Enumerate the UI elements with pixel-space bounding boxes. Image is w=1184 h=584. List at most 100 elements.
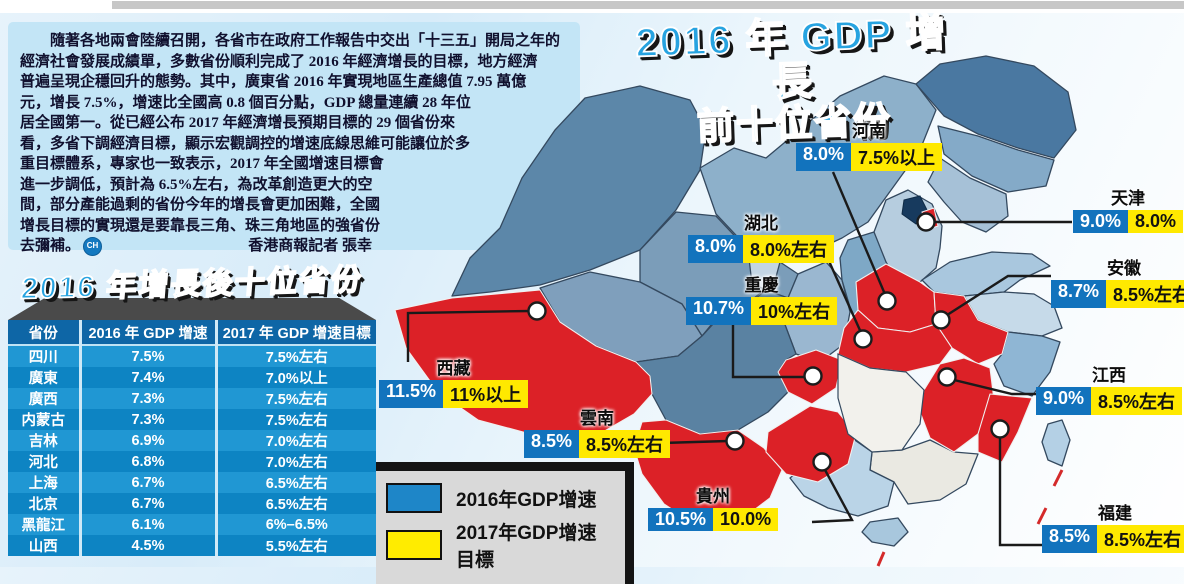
byline: 香港商報記者 張幸	[248, 238, 372, 254]
article-line-end: 去彌補。	[20, 238, 81, 254]
gdp-2017-target: 8.5%左右	[1106, 280, 1184, 308]
legend-item-2016: 2016年GDP增速	[386, 483, 615, 513]
article-line: 經濟社會發展成績單，多數省份順利完成了 2016 年經濟增長的目標，地方經濟	[20, 53, 538, 70]
cell-province: 河北	[8, 451, 80, 472]
article-line: 隨著各地兩會陸續召開，各省市在政府工作報告中交出「十三五」開局之年的	[20, 33, 561, 49]
map-label-jiangxi: 江西 9.0% 8.5%左右	[1036, 361, 1183, 415]
article-line: 進一步調低，預計為 6.5%左右，為改革創造更大的空	[20, 176, 373, 193]
marker-fujian	[990, 419, 1010, 439]
cell-2017: 6.5%左右	[214, 493, 376, 514]
map-marker-dots	[527, 212, 1010, 472]
province-yunnan-red	[633, 419, 783, 527]
gdp-2017-target: 8.5%左右	[579, 430, 671, 458]
article-line: 居全國第一。從已經公布 2017 年經濟增長預期目標的 29 個省份來	[20, 115, 456, 131]
gdp-2016-value: 10.5%	[648, 508, 714, 531]
cell-province: 四川	[8, 345, 80, 367]
marker-chongqing	[803, 366, 823, 386]
cell-2017: 7.5%左右	[214, 388, 376, 409]
marker-tianjin	[916, 212, 936, 232]
gdp-2016-value: 8.7%	[1051, 280, 1107, 308]
marker-hubei	[853, 329, 873, 349]
article-line: 增長目標的實現還是要靠長三角、珠三角地區的強省份	[20, 217, 381, 234]
leader-lines	[406, 171, 1072, 547]
table-row: 山西 4.5% 5.5%左右	[8, 535, 376, 556]
map-label-anhui: 安徽 8.7% 8.5%左右	[1051, 254, 1184, 308]
header-2017: 2017 年 GDP 增速目標	[214, 320, 376, 346]
cell-2016: 7.3%	[78, 409, 216, 430]
nine-dash-line	[876, 469, 1064, 567]
article-line: 間，部分產能過剩的省份今年的增長會更加困難，全國	[20, 197, 381, 213]
cell-2017: 6%–6.5%	[214, 514, 376, 535]
gdp-2016-value: 9.0%	[1073, 210, 1129, 233]
province-taiwan	[1041, 419, 1071, 467]
legend-swatch-blue	[386, 483, 442, 513]
table-row: 北京 6.7% 6.5%左右	[8, 493, 376, 514]
gdp-2017-target: 10.0%	[713, 508, 779, 531]
province-zhejiang	[993, 331, 1061, 397]
cell-province: 北京	[8, 493, 80, 514]
cell-2016: 6.8%	[78, 451, 216, 472]
province-name: 湖北	[744, 214, 779, 233]
table-row: 廣西 7.3% 7.5%左右	[8, 388, 376, 409]
cell-province: 廣西	[8, 388, 80, 409]
province-name: 江西	[1092, 366, 1127, 385]
table-row: 廣東 7.4% 7.0%以上	[8, 367, 376, 388]
marker-guizhou	[812, 452, 832, 472]
legend-label: 2017年GDP增速目標	[456, 523, 597, 571]
gdp-2017-target: 8.5%左右	[1091, 387, 1183, 415]
cell-province: 廣東	[8, 367, 80, 388]
header-2016: 2016 年 GDP 增速	[78, 320, 216, 346]
map-label-yunnan: 雲南 8.5% 8.5%左右	[524, 404, 671, 458]
table-row: 内蒙古 7.3% 7.5%左右	[8, 409, 376, 430]
province-name: 雲南	[580, 409, 615, 428]
province-xinjiang	[451, 85, 707, 297]
province-name: 河南	[852, 122, 887, 141]
province-name: 重慶	[744, 276, 779, 295]
table-pedestal	[8, 298, 376, 320]
map-label-tianjin: 天津 9.0% 8.0%	[1073, 184, 1184, 233]
cell-2017: 7.0%左右	[214, 451, 376, 472]
province-name: 天津	[1111, 189, 1146, 208]
gdp-2016-value: 8.0%	[688, 235, 744, 263]
map-legend: 2016年GDP增速 2017年GDP增速目標	[376, 462, 634, 584]
cell-province: 山西	[8, 535, 80, 556]
province-name: 安徽	[1107, 259, 1142, 278]
gdp-2016-value: 8.0%	[796, 143, 852, 171]
article-line: 重目標體系，專家也一致表示，2017 年全國增速目標會	[20, 156, 384, 172]
cell-2016: 6.9%	[78, 430, 216, 451]
legend-label: 2016年GDP增速	[456, 489, 597, 511]
table-row: 吉林 6.9% 7.0%左右	[8, 430, 376, 451]
legend-swatch-yellow	[386, 530, 442, 560]
article-line: 普遍呈現企穩回升的態勢。其中，廣東省 2016 年實現地區生產總值 7.95 萬…	[20, 74, 527, 90]
header-province: 省份	[8, 320, 80, 346]
map-label-chongqing: 重慶 10.7% 10%左右	[686, 271, 838, 325]
table-header-row: 省份 2016 年 GDP 增速 2017 年 GDP 增速目標	[8, 320, 376, 346]
cell-province: 上海	[8, 472, 80, 493]
cell-2016: 7.4%	[78, 367, 216, 388]
marker-henan	[877, 291, 897, 311]
province-hainan	[861, 517, 909, 547]
article-last-line: 去彌補。 CH 香港商報記者 張幸	[20, 236, 372, 257]
cell-2016: 6.1%	[78, 514, 216, 535]
cell-2017: 5.5%左右	[214, 535, 376, 556]
province-name: 貴州	[696, 487, 731, 506]
newspaper-logo-icon: CH	[83, 236, 103, 256]
gdp-2017-target: 7.5%以上	[851, 143, 943, 171]
bottom10-table: 省份 2016 年 GDP 增速 2017 年 GDP 增速目標 四川 7.5% 7…	[8, 320, 376, 556]
cell-province: 黑龍江	[8, 514, 80, 535]
cell-2017: 6.5%左右	[214, 472, 376, 493]
article-line: 元，增長 7.5%，增速比全國高 0.8 個百分點，GDP 總量連續 28 年位	[20, 94, 471, 111]
legend-item-2017: 2017年GDP增速目標	[386, 518, 615, 572]
province-name: 西藏	[436, 359, 471, 378]
gdp-2017-target: 11%以上	[443, 380, 529, 408]
table-row: 上海 6.7% 6.5%左右	[8, 472, 376, 493]
map-label-henan: 河南 8.0% 7.5%以上	[796, 117, 943, 171]
cell-2016: 7.5%	[78, 345, 216, 367]
cell-2016: 6.7%	[78, 472, 216, 493]
map-label-tibet: 西藏 11.5% 11%以上	[379, 354, 529, 408]
province-guizhou-red	[765, 405, 857, 483]
table-row: 四川 7.5% 7.5%左右	[8, 345, 376, 367]
page-top-rule	[112, 1, 1184, 9]
cell-2017: 7.0%以上	[214, 367, 376, 388]
gdp-2017-target: 8.0%	[1128, 210, 1184, 233]
